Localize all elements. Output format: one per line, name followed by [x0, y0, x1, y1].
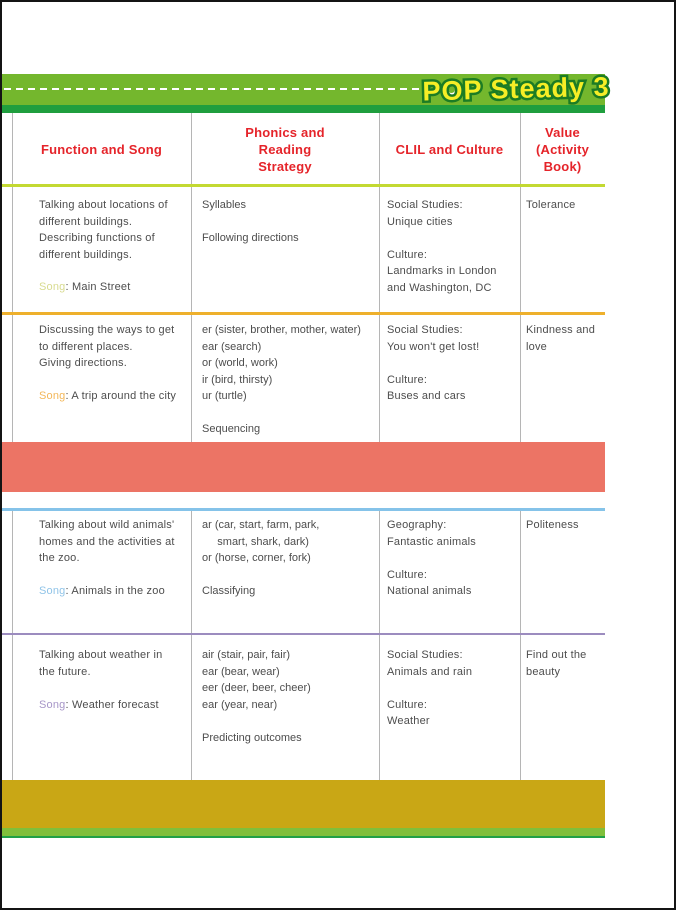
row-4-song-line: Song: Weather forecast: [39, 697, 159, 714]
grid-line-vertical: [379, 113, 380, 442]
grid-line-vertical: [379, 509, 380, 780]
salmon-band: [2, 442, 605, 492]
song-separator: :: [65, 281, 73, 293]
song-label: Song: [39, 699, 66, 711]
row-2-clil-cell: Social Studies: You won't get lost! Cult…: [387, 324, 480, 402]
row-3-song-line: Song: Animals in the zoo: [39, 583, 165, 600]
row-3-value-cell: Politeness: [526, 519, 579, 531]
row-1-function-cell: Talking about locations of different bui…: [39, 199, 168, 261]
separator-purple: [2, 633, 605, 635]
song-title: Animals in the zoo: [71, 585, 165, 597]
separator-blue: [2, 508, 605, 511]
song-separator: :: [65, 585, 72, 597]
row-2-song-line: Song: A trip around the city: [39, 388, 176, 405]
footer-green-strip: [2, 828, 605, 836]
row-4-phonics-cell: air (stair, pair, fair) ear (bear, wear)…: [202, 649, 311, 744]
row-1-value-cell: Tolerance: [526, 199, 576, 211]
row-3-phonics-cell: ar (car, start, farm, park, smart, shark…: [202, 519, 320, 597]
song-title: Main Street: [72, 281, 131, 293]
row-1-song-line: Song: Main Street: [39, 279, 130, 296]
header-band-edge: [2, 105, 605, 113]
row-2-value-cell: Kindness and love: [526, 324, 596, 353]
separator-amber: [2, 312, 605, 315]
column-header-clil-and-culture: CLIL and Culture: [395, 141, 504, 157]
song-title: Weather forecast: [72, 699, 159, 711]
dash-end-circle-icon: [446, 84, 457, 95]
row-3-function-cell: Talking about wild animals' homes and th…: [39, 519, 175, 564]
grid-line-vertical: [191, 509, 192, 780]
row-2-function-cell: Discussing the ways to get to different …: [39, 324, 175, 369]
mustard-band: [2, 780, 605, 828]
row-1-phonics-cell: Syllables Following directions: [202, 199, 299, 244]
grid-line-vertical: [12, 509, 13, 780]
song-label: Song: [39, 390, 66, 402]
column-header-value-activity-book: Value (Activity Book): [535, 124, 590, 174]
song-title: A trip around the city: [71, 390, 177, 402]
footer-dark-green-line: [2, 836, 605, 838]
row-4-function-cell: Talking about weather in the future.: [39, 649, 163, 678]
column-header-phonics-reading-strategy: Phonics and Reading Strategy: [245, 124, 325, 174]
column-header-function-and-song: Function and Song: [40, 141, 163, 157]
dashed-line: [4, 88, 444, 90]
song-label: Song: [39, 281, 66, 293]
row-2-phonics-cell: er (sister, brother, mother, water) ear …: [202, 324, 361, 435]
series-logo: POP Steady 3: [420, 69, 613, 109]
row-4-clil-cell: Social Studies: Animals and rain Culture…: [387, 649, 473, 727]
row-4-value-cell: Find out the beauty: [526, 649, 587, 678]
separator-lime: [2, 184, 605, 187]
song-separator: :: [65, 390, 72, 402]
grid-line-vertical: [520, 113, 521, 442]
grid-line-vertical: [12, 113, 13, 442]
song-label: Song: [39, 585, 66, 597]
row-1-clil-cell: Social Studies: Unique cities Culture: L…: [387, 199, 497, 294]
row-3-clil-cell: Geography: Fantastic animals Culture: Na…: [387, 519, 476, 597]
grid-line-vertical: [191, 113, 192, 442]
grid-line-vertical: [520, 509, 521, 780]
song-separator: :: [65, 699, 73, 711]
